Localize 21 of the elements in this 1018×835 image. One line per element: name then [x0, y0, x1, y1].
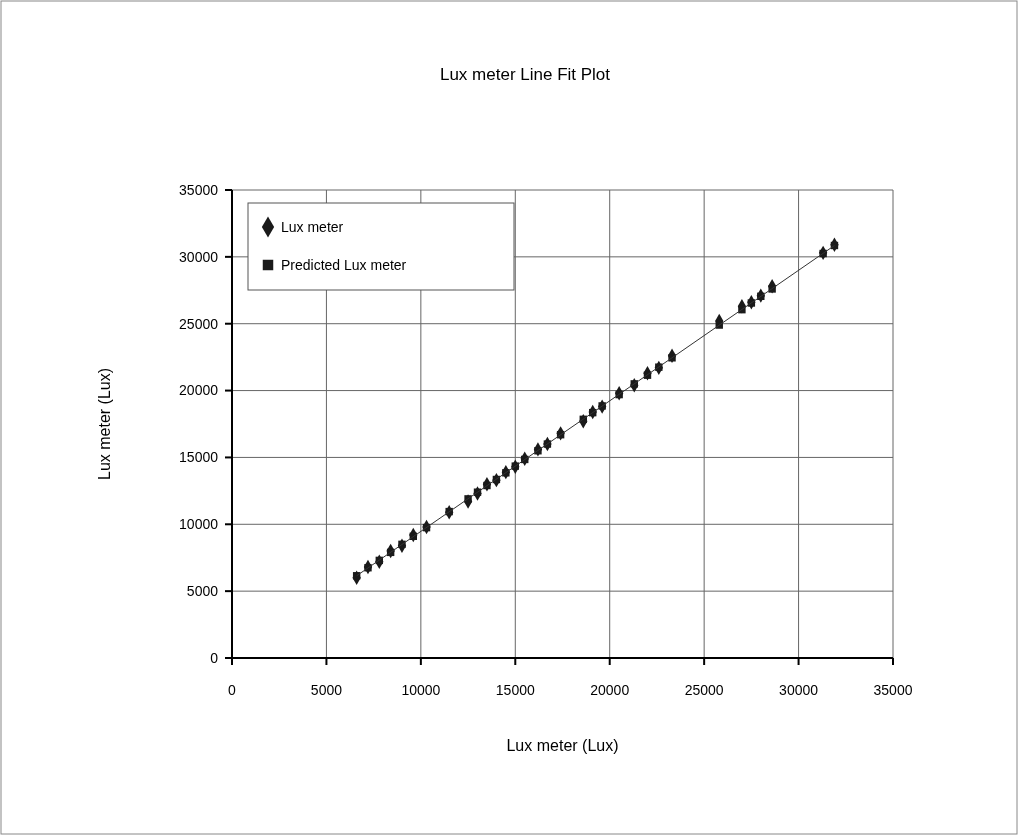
y-axis-title: Lux meter (Lux)	[96, 367, 113, 481]
x-tick-label: 0	[228, 682, 237, 698]
x-tick-label: 15000	[495, 682, 535, 698]
x-tick-label: 10000	[401, 682, 441, 698]
x-tick-label: 5000	[310, 682, 343, 698]
y-tick-label: 20000	[179, 382, 219, 399]
y-tick-label: 5000	[186, 583, 219, 600]
legend-label: Predicted Lux meter	[281, 256, 407, 273]
x-tick-label: 30000	[779, 682, 819, 698]
legend-label: Lux meter	[281, 218, 344, 235]
y-tick-label: 35000	[179, 181, 219, 198]
x-tick-label: 20000	[590, 682, 630, 698]
chart-title: Lux meter Line Fit Plot	[439, 65, 611, 84]
y-tick-label: 25000	[179, 315, 219, 332]
x-tick-label: 25000	[684, 682, 724, 698]
x-axis-title: Lux meter (Lux)	[506, 737, 619, 754]
y-tick-label: 15000	[179, 449, 219, 466]
y-tick-label: 0	[210, 649, 219, 666]
x-tick-label: 35000	[873, 682, 913, 698]
y-tick-label: 10000	[179, 516, 219, 533]
y-tick-label: 30000	[179, 248, 219, 265]
